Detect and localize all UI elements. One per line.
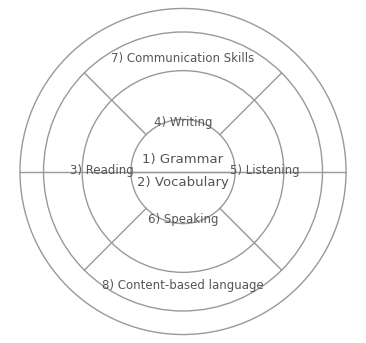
Text: 7) Communication Skills: 7) Communication Skills <box>111 52 255 66</box>
Text: 3) Reading: 3) Reading <box>70 164 134 177</box>
Circle shape <box>44 32 322 311</box>
Text: 6) Speaking: 6) Speaking <box>148 213 218 226</box>
Text: 5) Listening: 5) Listening <box>229 164 299 177</box>
Text: 1) Grammar: 1) Grammar <box>142 153 224 166</box>
Circle shape <box>131 119 235 224</box>
Text: 8) Content-based language: 8) Content-based language <box>102 279 264 292</box>
Circle shape <box>20 9 346 334</box>
Circle shape <box>82 71 284 272</box>
Text: 2) Vocabulary: 2) Vocabulary <box>137 176 229 189</box>
Text: 4) Writing: 4) Writing <box>154 116 212 129</box>
